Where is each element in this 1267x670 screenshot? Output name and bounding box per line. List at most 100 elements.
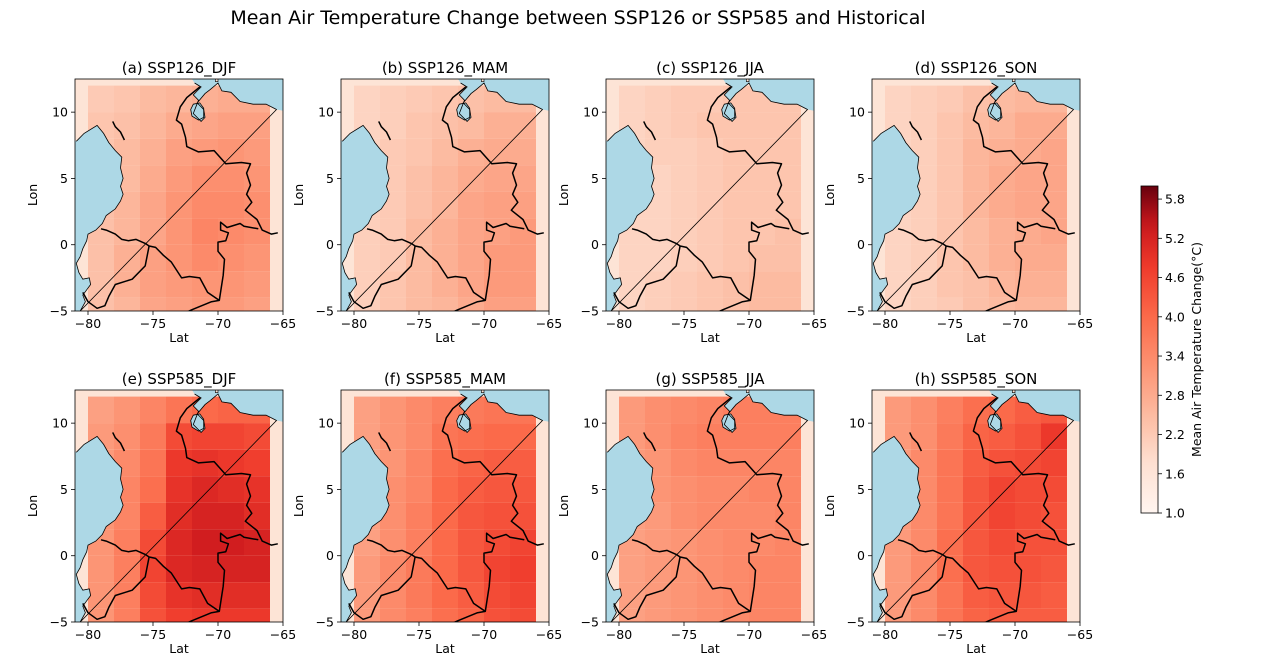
- colorbar-tick-label: 5.8: [1165, 192, 1185, 207]
- x-tick-label: −80: [606, 316, 632, 331]
- heatmap-cell: [937, 85, 963, 113]
- heatmap-cell: [697, 244, 723, 272]
- heatmap-cell: [1041, 582, 1067, 609]
- heatmap-cell: [458, 271, 484, 298]
- heatmap-cell: [911, 423, 937, 450]
- heatmap-cell: [749, 608, 775, 622]
- heatmap-cell: [697, 138, 723, 166]
- heatmap-cell: [114, 244, 140, 272]
- heatmap-cell: [723, 165, 749, 192]
- heatmap-cell: [1015, 297, 1041, 311]
- country-border: [82, 556, 150, 621]
- y-axis-label: Lon: [25, 495, 40, 517]
- heatmap-cell: [380, 297, 406, 311]
- country-border: [112, 432, 126, 452]
- axes-frame: [871, 389, 1081, 623]
- heatmap-cell: [749, 191, 775, 219]
- heatmap-cell: [166, 449, 192, 477]
- heatmap-cell: [885, 85, 911, 113]
- heatmap-cell: [380, 608, 406, 622]
- colorbar-tick-label: 4.6: [1165, 270, 1185, 285]
- heatmap-cell: [911, 85, 937, 113]
- heatmap-cell: [484, 297, 510, 311]
- heatmap-cell: [723, 502, 749, 530]
- heatmap-cell: [963, 476, 989, 503]
- heatmap-cell: [671, 165, 697, 192]
- heatmap-cell: [963, 423, 989, 450]
- heatmap-cell: [1015, 191, 1041, 219]
- heatmap-cell: [458, 582, 484, 609]
- x-tick-label: −80: [341, 316, 367, 331]
- heatmap-cell: [697, 112, 723, 139]
- heatmap-cell: [619, 244, 645, 272]
- heatmap-cell: [192, 529, 218, 556]
- country-border: [453, 532, 525, 622]
- heatmap-cell: [645, 396, 671, 424]
- coastline: [341, 82, 544, 311]
- x-tick-label: −75: [406, 627, 432, 642]
- y-axis-label: Lon: [291, 184, 306, 206]
- x-tick-label: −70: [205, 627, 231, 642]
- lake-maracaibo: [721, 413, 736, 432]
- heatmap-cell: [911, 112, 937, 139]
- y-tick-label: 0: [60, 237, 68, 252]
- heatmap-cell: [697, 423, 723, 450]
- heatmap-cell: [88, 555, 114, 583]
- x-axis-label: Lat: [966, 641, 986, 656]
- y-tick-label: 5: [60, 171, 68, 186]
- axes-frame: [605, 78, 815, 312]
- heatmap-cell: [88, 396, 114, 424]
- heatmap-cell: [114, 297, 140, 311]
- heatmap-cell: [166, 423, 192, 450]
- heatmap-cell: [354, 555, 380, 583]
- x-tick-label: −70: [1002, 316, 1028, 331]
- heatmap-cell: [645, 297, 671, 311]
- lake-maracaibo: [721, 102, 736, 121]
- heatmap-cell: [749, 555, 775, 583]
- country-border: [112, 121, 126, 141]
- island: [746, 390, 750, 394]
- heatmap-cell: [244, 608, 270, 622]
- heatmap-cell: [406, 423, 432, 450]
- heatmap-cell: [140, 297, 166, 311]
- heatmap-cell: [380, 112, 406, 139]
- heatmap-cell: [697, 165, 723, 192]
- x-tick-label: −65: [270, 316, 296, 331]
- heatmap-cell: [484, 112, 510, 139]
- heatmap-cell: [458, 165, 484, 192]
- heatmap-cell: [775, 138, 801, 166]
- heatmap-cell: [1041, 423, 1067, 450]
- heatmap-cell: [723, 555, 749, 583]
- heatmap-cell: [775, 244, 801, 272]
- heatmap-cell: [1041, 449, 1067, 477]
- heatmap-cell: [244, 297, 270, 311]
- island: [481, 79, 485, 82]
- country-border: [175, 86, 278, 235]
- heatmap-cell: [775, 449, 801, 477]
- country-border: [909, 432, 923, 452]
- heatmap-cell: [697, 218, 723, 245]
- heatmap-cell: [1041, 608, 1067, 622]
- heatmap-cell: [1041, 297, 1067, 311]
- heatmap-cell: [775, 423, 801, 450]
- x-axis-label: Lat: [169, 330, 189, 345]
- heatmap-cell: [671, 297, 697, 311]
- heatmap-cell: [963, 502, 989, 530]
- heatmap-cell: [749, 244, 775, 272]
- heatmap-cell: [484, 423, 510, 450]
- country-border: [643, 432, 657, 452]
- heatmap-cell: [749, 112, 775, 139]
- x-tick-label: −80: [341, 627, 367, 642]
- heatmap-cell: [140, 476, 166, 503]
- heatmap-cell: [671, 529, 697, 556]
- y-tick-label: −5: [50, 304, 68, 319]
- heatmap-cell: [510, 449, 536, 477]
- heatmap-cell: [114, 608, 140, 622]
- colorbar-gradient: [1140, 185, 1159, 514]
- heatmap-cell: [380, 244, 406, 272]
- heatmap-cell: [963, 529, 989, 556]
- heatmap-cell: [166, 85, 192, 113]
- heatmap-cell: [166, 112, 192, 139]
- colorbar-tick-label: 1.0: [1165, 506, 1185, 521]
- heatmap-cell: [937, 476, 963, 503]
